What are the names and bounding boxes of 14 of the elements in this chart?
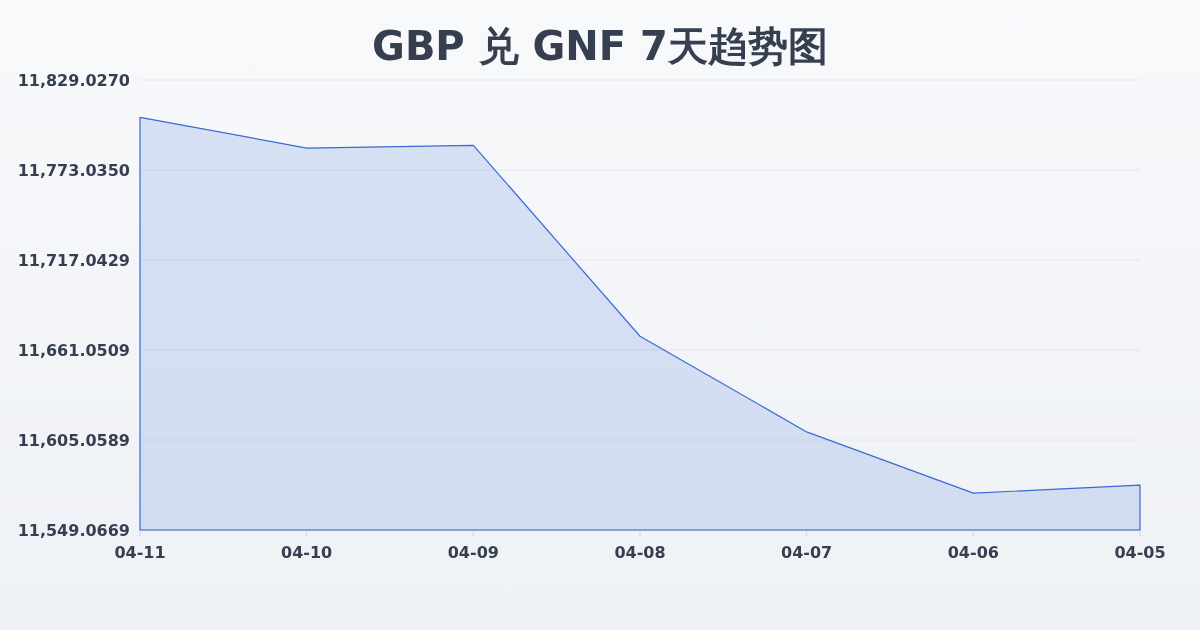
y-tick-label: 11,717.0429 (17, 251, 130, 270)
x-tick-label: 04-10 (281, 543, 333, 562)
y-tick-label: 11,605.0589 (17, 431, 130, 450)
x-tick-label: 04-06 (947, 543, 999, 562)
y-tick-label: 11,549.0669 (17, 521, 130, 540)
y-tick-label: 11,773.0350 (17, 161, 130, 180)
y-tick-label: 11,829.0270 (17, 71, 130, 90)
x-tick-label: 04-08 (614, 543, 666, 562)
x-tick-label: 04-07 (781, 543, 833, 562)
chart-title: GBP 兑 GNF 7天趋势图 (372, 23, 828, 69)
x-tick-label: 04-11 (114, 543, 166, 562)
x-tick-label: 04-09 (447, 543, 499, 562)
y-tick-label: 11,661.0509 (17, 341, 130, 360)
x-tick-label: 04-05 (1114, 543, 1166, 562)
